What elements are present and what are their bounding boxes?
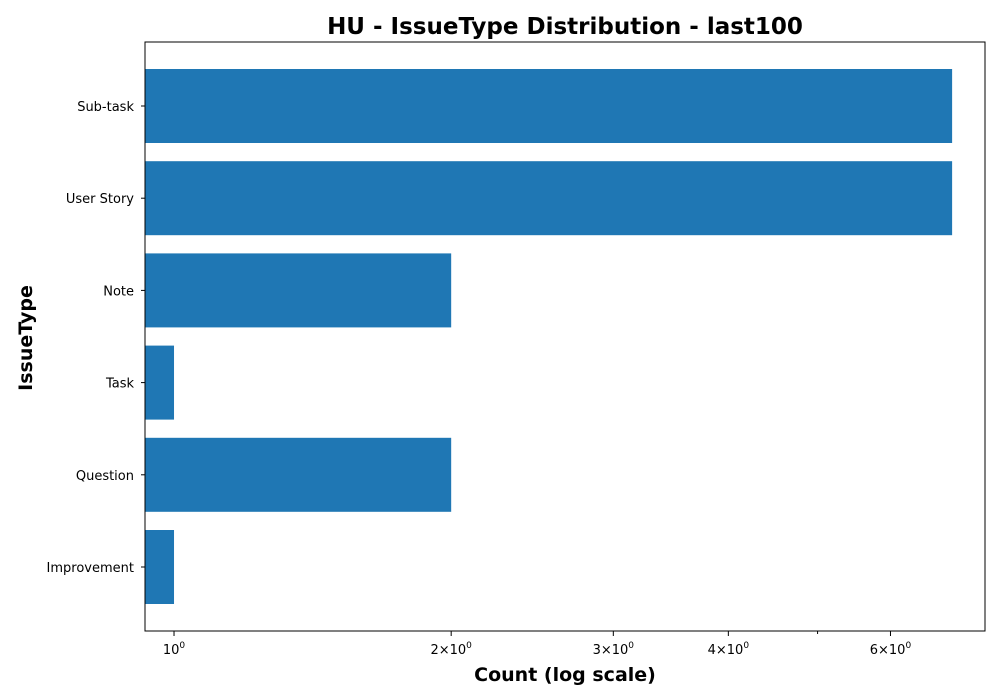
bar-note: [145, 253, 452, 328]
x-tick-base: 10: [163, 643, 180, 658]
y-tick-label: Task: [105, 377, 135, 392]
x-tick-label: 4×100: [708, 641, 750, 658]
y-tick-label: Question: [76, 469, 134, 484]
x-tick-exponent: 0: [743, 641, 749, 651]
x-axis-ticks: 100 2×100 3×100 4×100 6×100: [163, 631, 912, 658]
x-tick-label: 100: [163, 641, 186, 658]
x-tick-base: 3×10: [593, 643, 629, 658]
x-tick-base: 4×10: [708, 643, 744, 658]
y-axis-label: IssueType: [15, 285, 37, 391]
x-axis-label: Count (log scale): [474, 664, 656, 686]
chart-title: HU - IssueType Distribution - last100: [327, 14, 803, 40]
bars-group: [145, 69, 953, 604]
y-tick-label: Improvement: [47, 561, 134, 576]
x-tick-exponent: 0: [905, 641, 911, 651]
bar-question: [145, 437, 452, 512]
x-tick-label: 6×100: [870, 641, 912, 658]
bar-sub-task: [145, 69, 953, 143]
plot-frame: [144, 41, 986, 632]
x-tick-exponent: 0: [466, 641, 472, 651]
bar-user-story: [145, 161, 953, 236]
y-tick-label: User Story: [66, 192, 134, 207]
y-tick-label: Note: [103, 284, 134, 299]
y-axis-ticks: Sub-task User Story Note Task Question Improv…: [47, 100, 145, 576]
x-tick-base: 2×10: [430, 643, 466, 658]
x-tick-label: 3×100: [593, 641, 635, 658]
x-tick-exponent: 0: [179, 641, 185, 651]
bar-improvement: [145, 530, 175, 604]
x-tick-label: 2×100: [430, 641, 472, 658]
x-tick-exponent: 0: [628, 641, 634, 651]
y-tick-label: Sub-task: [77, 100, 134, 115]
x-tick-base: 6×10: [870, 643, 906, 658]
bar-task: [145, 345, 175, 420]
